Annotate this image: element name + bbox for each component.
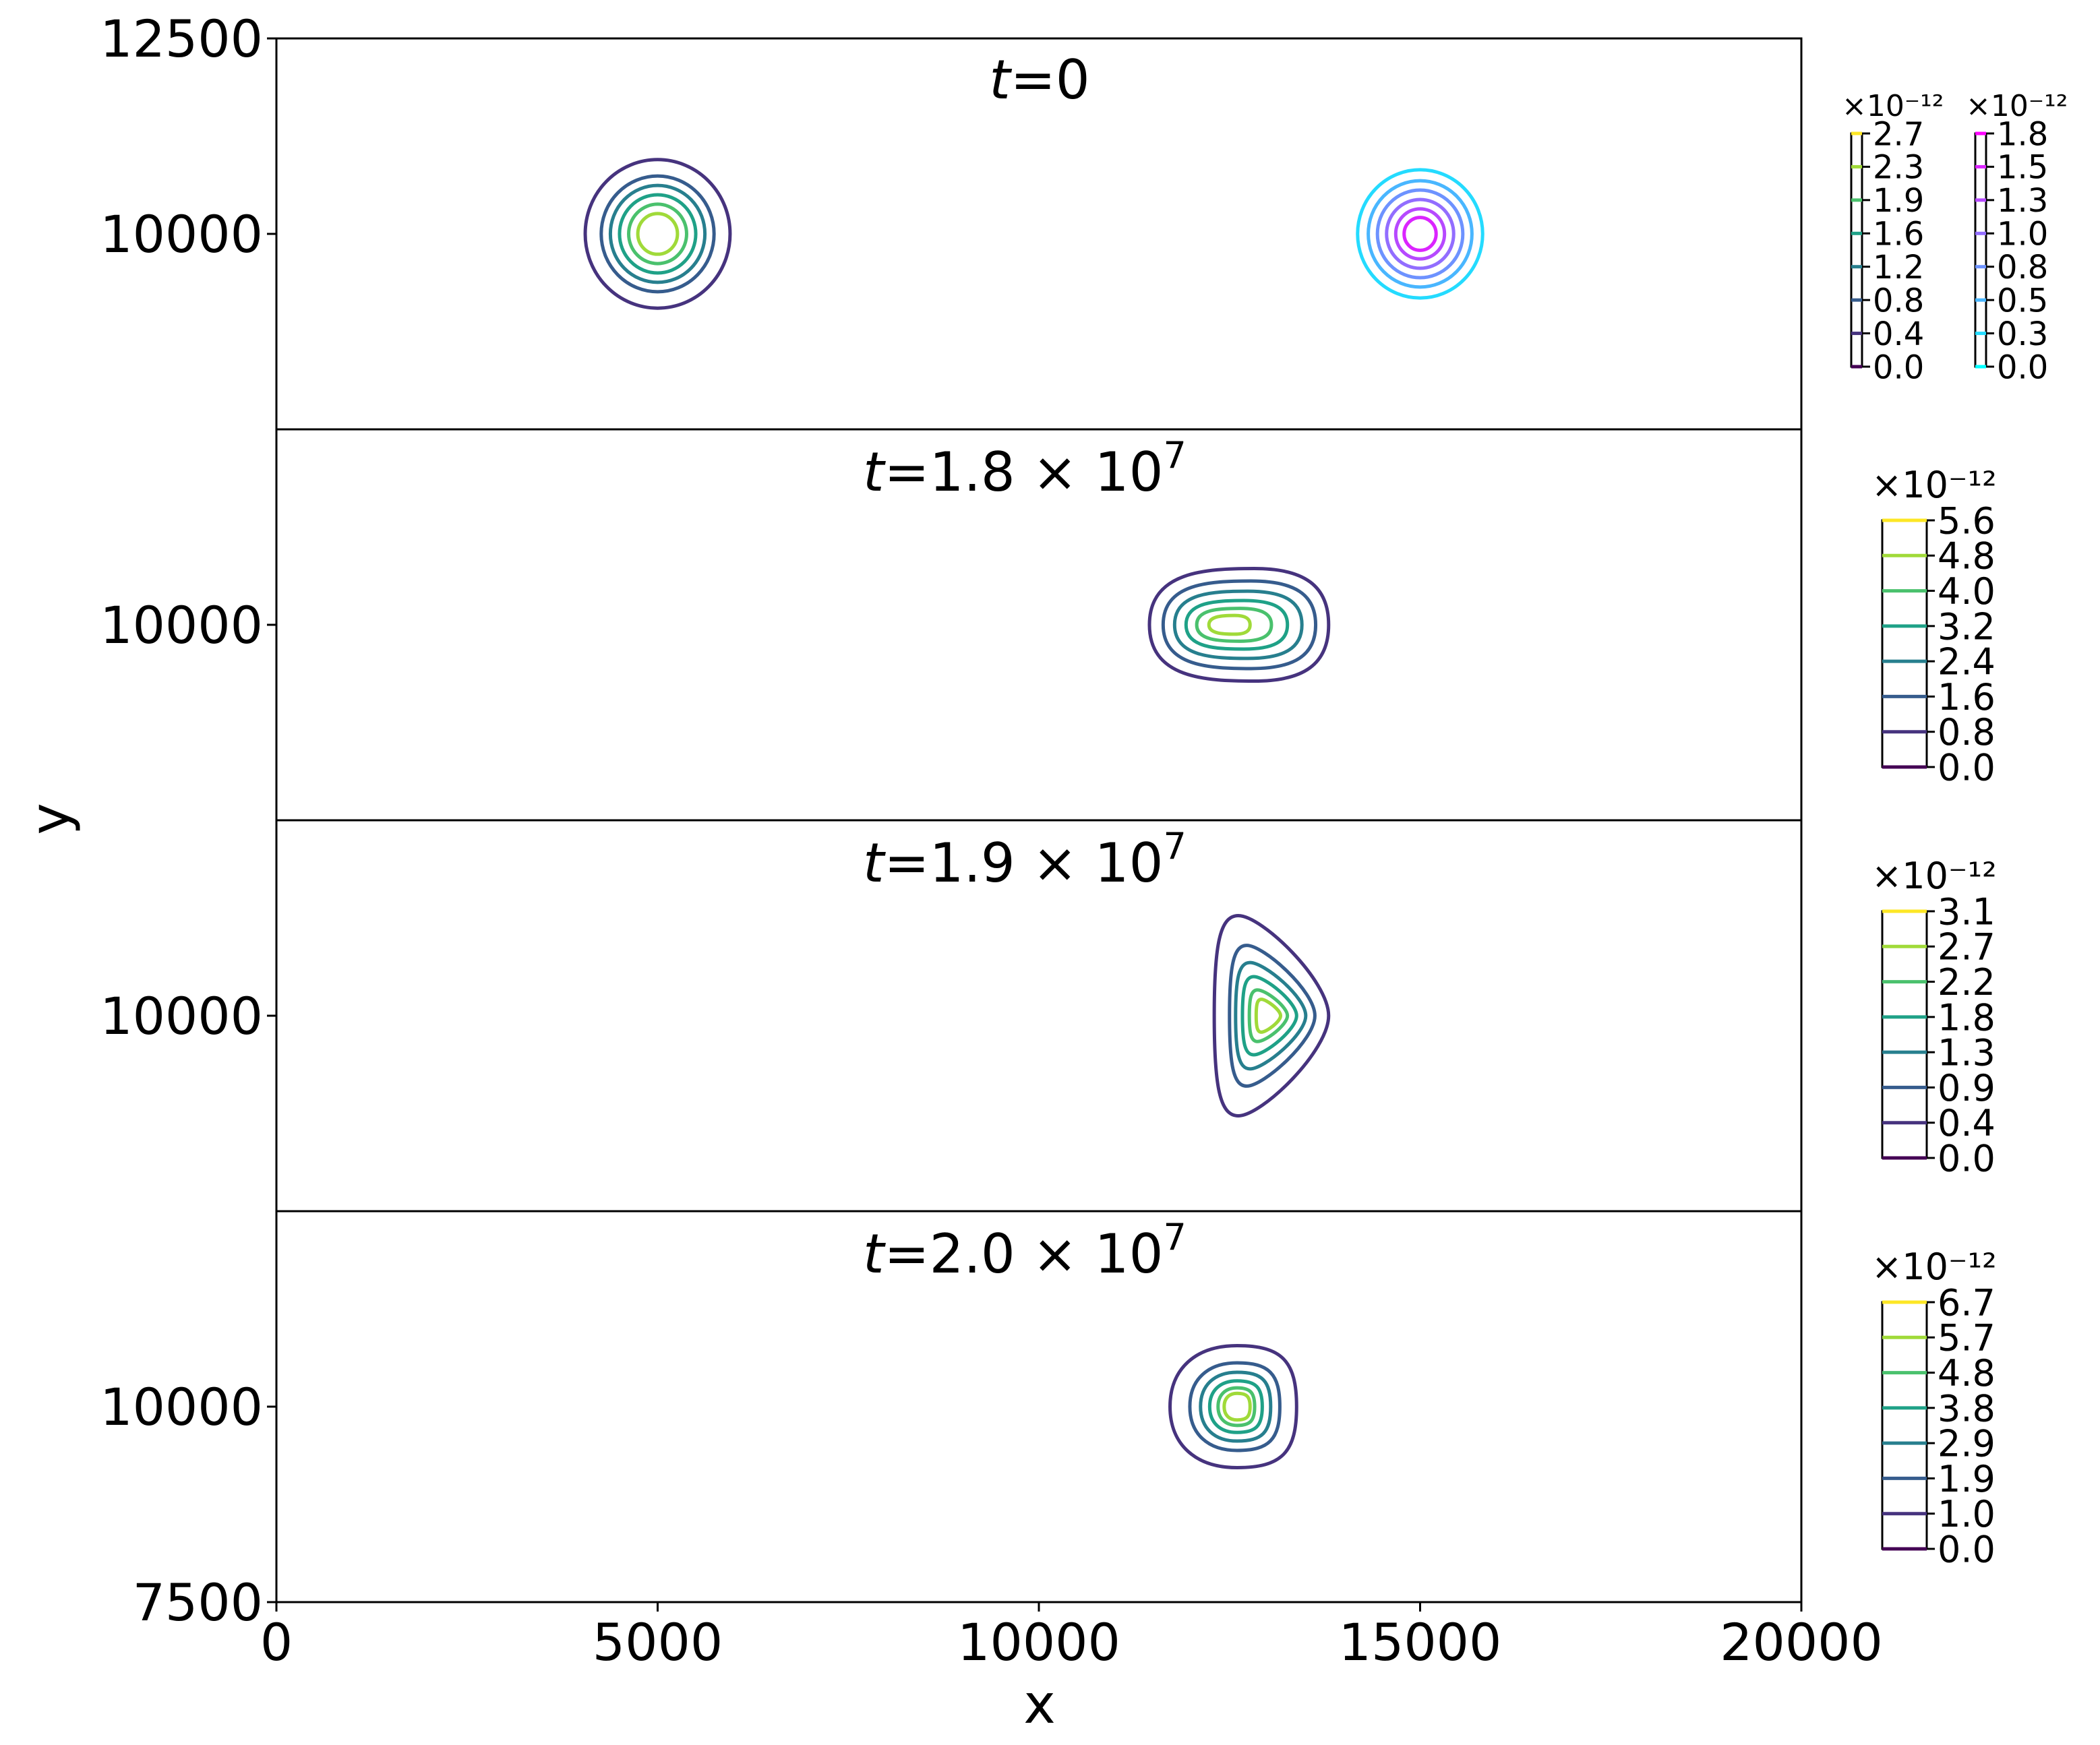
colorbar-exponent: ×10⁻¹² <box>1871 855 1997 897</box>
colorbar-tick-label: 3.2 <box>1938 605 1996 648</box>
y-tick-label: 10000 <box>100 595 263 655</box>
colorbar-tick-label: 1.0 <box>1997 216 2048 253</box>
contour-line <box>1375 188 1465 280</box>
colorbar-tick-label: 1.5 <box>1997 149 2048 187</box>
colorbar-tick-label: 2.2 <box>1938 961 1996 1004</box>
contour-line <box>1393 207 1447 261</box>
y-tick-label: 10000 <box>100 986 263 1046</box>
x-tick-label: 10000 <box>957 1612 1120 1672</box>
y-tick-label: 7500 <box>133 1572 263 1632</box>
x-axis-label: x <box>1023 1673 1055 1736</box>
y-tick-label: 10000 <box>100 204 263 264</box>
contour-line <box>1207 613 1252 636</box>
colorbar-tick-label: 0.8 <box>1997 249 2048 286</box>
contour-line <box>1402 216 1438 252</box>
y-tick-label: 10000 <box>100 1377 263 1437</box>
panel-title-t1: t=1.8 × 107 <box>863 434 1187 503</box>
colorbar-tick-label: 1.0 <box>1938 1493 1996 1535</box>
colorbar-tick-label: 0.8 <box>1873 282 1924 319</box>
colorbar-tick-label: 0.0 <box>1938 1528 1996 1570</box>
colorbar-exponent: ×10⁻¹² <box>1842 89 1944 123</box>
colorbar-tick-label: 1.8 <box>1997 115 2048 153</box>
colorbar-tick-label: 2.4 <box>1938 641 1996 683</box>
colorbar-tick-label: 6.7 <box>1938 1281 1996 1324</box>
colorbars: 0.00.40.81.21.61.92.32.7×10⁻¹²0.00.30.50… <box>1842 89 2068 1570</box>
contour-line <box>1240 975 1298 1057</box>
colorbar-tick-label: 1.3 <box>1997 182 2048 220</box>
colorbar-tick-label: 0.8 <box>1938 711 1996 754</box>
x-tick-label: 20000 <box>1720 1612 1883 1672</box>
colorbar-tick-label: 0.0 <box>1997 348 2048 386</box>
colorbar-tick-label: 1.9 <box>1938 1458 1996 1500</box>
panel-titles: t=0 t=1.8 × 107 t=1.9 × 107 t=2.0 × 107 <box>863 49 1187 1285</box>
contour-line <box>1247 988 1290 1043</box>
contour-line <box>1195 607 1273 643</box>
x-tick-label: 5000 <box>593 1612 723 1672</box>
colorbar-tick-label: 4.8 <box>1938 535 1996 578</box>
x-tick-label: 15000 <box>1339 1612 1502 1672</box>
contour-line <box>1207 1379 1264 1434</box>
colorbar-tick-label: 0.5 <box>1997 282 2048 319</box>
colorbar-tick-label: 1.3 <box>1938 1032 1996 1074</box>
contour-line <box>1147 566 1331 683</box>
colorbar-tick-label: 0.4 <box>1938 1102 1996 1144</box>
colorbar-tick-label: 1.9 <box>1873 182 1924 220</box>
contour-line <box>1172 589 1304 661</box>
contour-line <box>1222 1391 1252 1422</box>
colorbar-tick-label: 0.3 <box>1997 315 2048 353</box>
contour-line <box>1168 1344 1298 1469</box>
contour-line <box>1199 1370 1273 1443</box>
colorbar-exponent: ×10⁻¹² <box>1966 89 2068 123</box>
contour-line <box>1367 179 1474 289</box>
y-axis-label: y <box>19 803 82 834</box>
colorbar-tick-label: 2.7 <box>1873 115 1924 153</box>
contour-line <box>1234 960 1308 1071</box>
contour-lines <box>583 158 1484 1469</box>
contour-line <box>618 193 698 275</box>
contour-line <box>1216 1386 1257 1428</box>
colorbar-tick-label: 5.6 <box>1938 499 1996 542</box>
contour-line <box>1356 168 1484 300</box>
colorbar-tick-label: 2.9 <box>1938 1423 1996 1465</box>
colorbar-exponent: ×10⁻¹² <box>1871 464 1997 506</box>
panel-title-t2: t=1.9 × 107 <box>863 825 1187 894</box>
colorbar-tick-label: 0.9 <box>1938 1067 1996 1109</box>
contour-line <box>608 183 707 284</box>
panel-title-t0: t=0 <box>989 49 1089 111</box>
colorbar-tick-label: 4.0 <box>1938 570 1996 613</box>
colorbar-tick-label: 3.8 <box>1938 1387 1996 1430</box>
contour-line <box>627 202 688 266</box>
colorbar-tick-label: 2.3 <box>1873 149 1924 187</box>
contour-line <box>1184 599 1290 651</box>
x-tick-label: 0 <box>260 1612 293 1672</box>
contour-line <box>1254 998 1283 1034</box>
colorbar-tick-label: 0.0 <box>1938 746 1996 789</box>
colorbar-tick-label: 0.0 <box>1938 1137 1996 1180</box>
colorbar-tick-label: 1.6 <box>1938 676 1996 718</box>
colorbar-tick-label: 3.1 <box>1938 890 1996 933</box>
colorbar-tick-label: 1.8 <box>1938 996 1996 1039</box>
colorbar-tick-label: 5.7 <box>1938 1317 1996 1359</box>
axes: 0 5000 10000 15000 20000 12500 10000 10000 10000… <box>100 9 1883 1672</box>
colorbar-tick-label: 4.8 <box>1938 1352 1996 1395</box>
contour-line <box>1161 579 1318 671</box>
contour-line <box>1228 944 1317 1088</box>
colorbar-tick-label: 1.6 <box>1873 216 1924 253</box>
contour-line <box>583 158 732 310</box>
colorbar-exponent: ×10⁻¹² <box>1871 1246 1997 1288</box>
panel-title-t3: t=2.0 × 107 <box>863 1216 1187 1285</box>
colorbar-tick-label: 0.0 <box>1873 348 1924 386</box>
contour-line <box>1385 197 1456 270</box>
contour-line <box>1212 914 1331 1118</box>
colorbar-tick-label: 0.4 <box>1873 315 1924 353</box>
y-tick-label: 12500 <box>100 9 263 69</box>
colorbar-tick-label: 2.7 <box>1938 926 1996 969</box>
colorbar-tick-label: 1.2 <box>1873 249 1924 286</box>
contour-line <box>599 174 716 294</box>
contour-line <box>1188 1361 1282 1452</box>
contour-line <box>636 212 680 256</box>
